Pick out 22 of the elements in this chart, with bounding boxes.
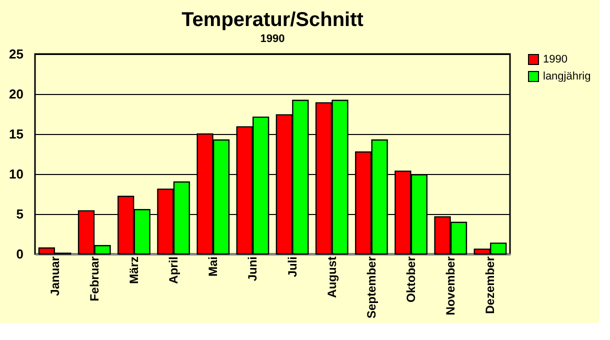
y-tick-label: 20 — [9, 86, 24, 102]
x-tick-label: August — [324, 256, 339, 298]
x-tick-label: Januar — [48, 256, 62, 296]
chart-subtitle: 1990 — [260, 33, 285, 45]
legend-label: langjährig — [543, 70, 591, 82]
y-tick-label: 10 — [9, 166, 24, 182]
x-tick-label: November — [444, 256, 458, 316]
x-tick-label: März — [126, 256, 141, 284]
x-tick-label: Dezember — [483, 256, 498, 314]
x-tick-label: Oktober — [404, 256, 418, 303]
x-tick-label: April — [166, 256, 181, 284]
x-tick-label: Mai — [206, 256, 220, 277]
y-tick-label: 0 — [16, 246, 24, 262]
x-tick-label: September — [364, 256, 378, 319]
x-tick-label: Februar — [87, 256, 102, 302]
y-tick-label: 5 — [16, 206, 24, 222]
y-tick-label: 15 — [9, 126, 24, 142]
legend-label: 1990 — [543, 54, 568, 66]
chart-title: Temperatur/Schnitt — [182, 9, 364, 31]
x-tick-label: Juli — [285, 256, 300, 278]
x-tick-label: Juni — [246, 256, 260, 282]
y-tick-label: 25 — [9, 46, 24, 62]
